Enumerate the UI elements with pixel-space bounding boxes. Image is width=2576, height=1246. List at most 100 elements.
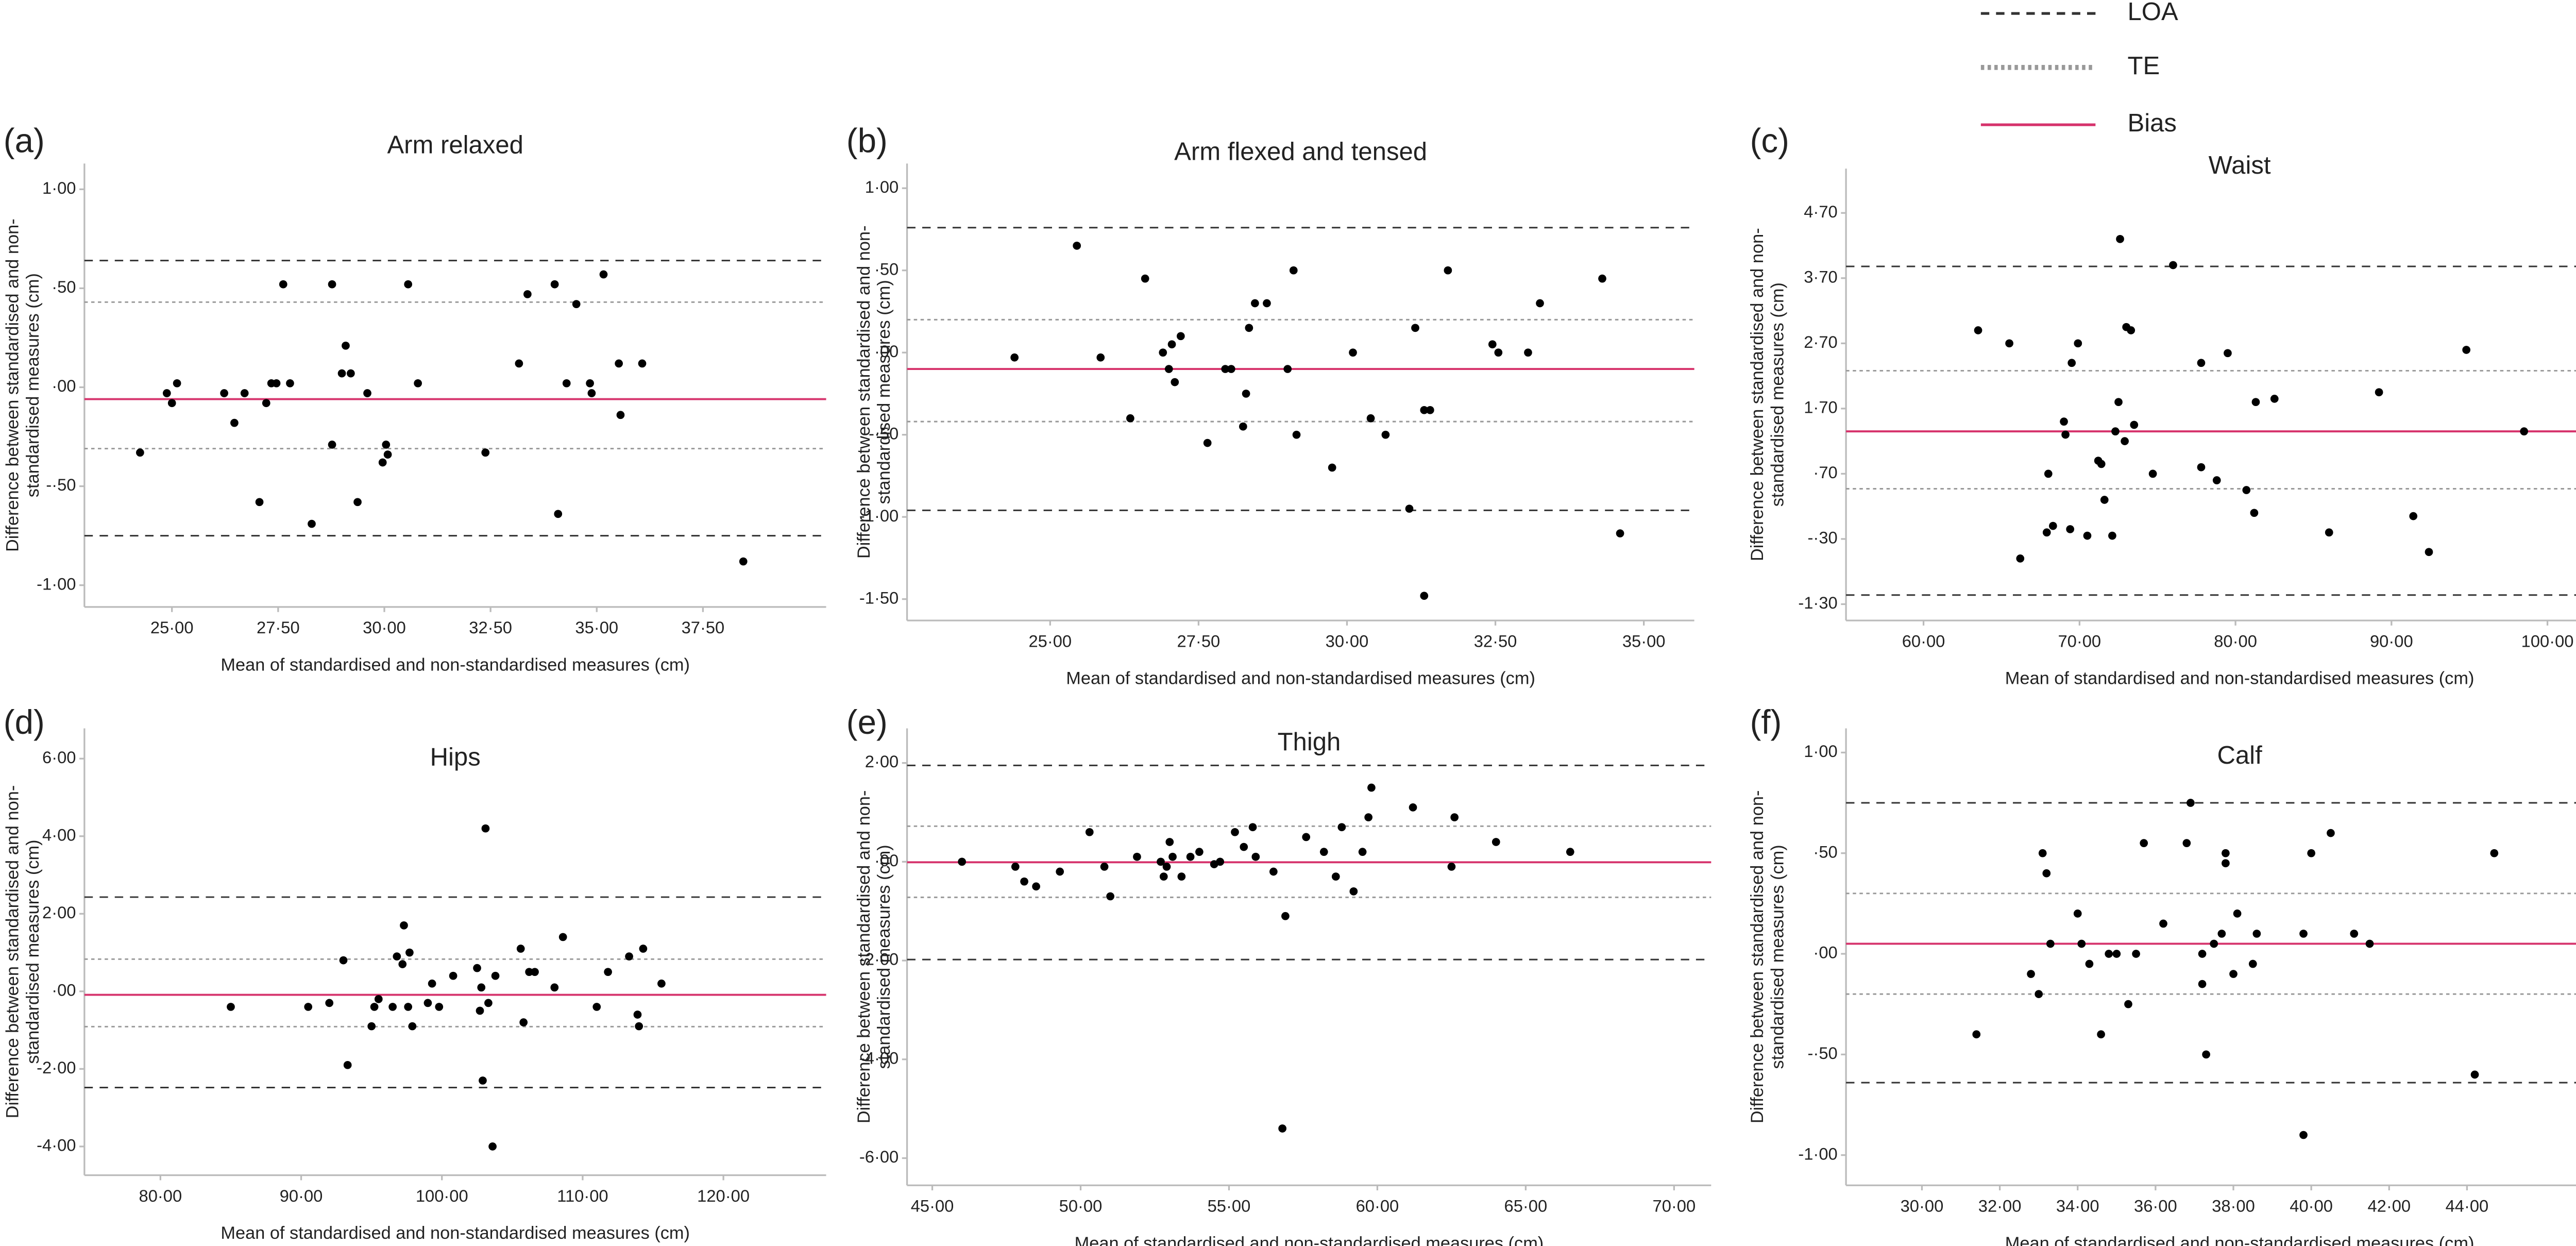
point	[1366, 414, 1375, 423]
y-tick-label: -1·00	[1798, 1144, 1837, 1163]
point	[491, 971, 500, 980]
point	[1349, 348, 1357, 357]
point	[599, 270, 608, 279]
point	[615, 359, 623, 368]
point	[2197, 359, 2206, 367]
x-tick-label: 70·00	[1653, 1196, 1696, 1215]
point	[2140, 839, 2148, 848]
point	[2130, 420, 2139, 429]
point	[2124, 1000, 2132, 1008]
y-tick-label: 1·00	[1804, 742, 1837, 761]
point	[428, 979, 436, 988]
point	[2270, 395, 2279, 403]
y-axis-label: standardised measures (cm)	[23, 839, 43, 1064]
point	[1231, 828, 1239, 836]
panel-letter: (b)	[846, 122, 888, 159]
panel-letter: (a)	[4, 122, 45, 159]
point	[1566, 848, 1574, 856]
point	[1349, 887, 1358, 896]
point	[2121, 437, 2129, 445]
point	[479, 1076, 487, 1085]
point	[525, 968, 533, 976]
point	[476, 1006, 484, 1015]
point	[1133, 852, 1141, 861]
point	[2242, 486, 2251, 494]
point	[2325, 528, 2333, 537]
point	[2038, 849, 2047, 857]
point	[2048, 521, 2057, 530]
point	[408, 1022, 417, 1031]
point	[2112, 950, 2121, 958]
point	[262, 399, 270, 408]
point	[1240, 843, 1248, 851]
panel-title: Arm flexed and tensed	[1174, 138, 1427, 166]
x-tick-label: 42·00	[2367, 1196, 2411, 1215]
point	[1426, 406, 1434, 414]
x-tick-label: 40·00	[2290, 1196, 2333, 1215]
point	[1972, 1030, 1981, 1039]
point	[1011, 863, 1020, 871]
legend-label: LOA	[2128, 0, 2178, 26]
point	[2250, 509, 2259, 517]
point	[1269, 867, 1278, 876]
point	[1974, 326, 1982, 334]
point	[1159, 872, 1168, 881]
panel: (a) Arm relaxed Mean of standardised and n…	[3, 122, 826, 675]
x-axis-label: Mean of standardised and non-standardise…	[1066, 669, 1535, 688]
x-tick-label: 30·00	[1326, 631, 1369, 650]
point	[1221, 365, 1230, 373]
y-axis-label: Difference between standardised and non-	[854, 225, 874, 559]
point	[2077, 939, 2086, 948]
point	[1227, 365, 1235, 373]
point	[342, 341, 350, 350]
panel-title: Thigh	[1278, 728, 1341, 756]
point	[2169, 261, 2177, 270]
point	[633, 1011, 642, 1019]
point	[2100, 496, 2109, 504]
point	[604, 968, 612, 976]
point	[404, 280, 413, 289]
point	[255, 498, 264, 507]
point	[2067, 359, 2076, 367]
x-tick-label: 60·00	[1356, 1196, 1399, 1215]
x-axis-label: Mean of standardised and non-standardise…	[2005, 1234, 2475, 1246]
point	[279, 280, 287, 289]
panel-letter: (f)	[1750, 703, 1782, 741]
point	[227, 1003, 235, 1011]
y-tick-label: ·50	[874, 259, 899, 278]
point	[2350, 930, 2359, 938]
point	[393, 952, 401, 961]
point	[1281, 912, 1290, 920]
point	[328, 441, 336, 449]
point	[1358, 848, 1367, 856]
point	[1141, 274, 1149, 283]
x-tick-label: 120·00	[697, 1186, 750, 1205]
point	[1263, 299, 1271, 308]
y-tick-label: ·00	[874, 342, 899, 361]
y-tick-label: 1·00	[865, 177, 899, 196]
y-axis-label: Difference between standardised and non-	[3, 218, 23, 552]
x-tick-label: 38·00	[2212, 1196, 2255, 1215]
point	[1598, 274, 1606, 283]
point	[325, 999, 334, 1007]
y-tick-label: 3·70	[1804, 267, 1837, 286]
point	[1328, 463, 1336, 472]
point	[414, 379, 422, 388]
point	[308, 519, 316, 528]
point	[363, 389, 371, 397]
y-tick-label: ·00	[1813, 943, 1837, 962]
y-tick-label: ·00	[874, 851, 899, 870]
x-tick-label: 25·00	[150, 618, 194, 637]
point	[162, 389, 171, 397]
x-tick-label: 100·00	[416, 1186, 468, 1205]
point	[1450, 813, 1459, 821]
point	[1278, 1124, 1286, 1133]
point	[2074, 339, 2082, 348]
point	[1167, 340, 1176, 349]
point	[2073, 910, 2082, 918]
point	[173, 379, 181, 388]
point	[2148, 469, 2157, 478]
x-tick-label: 34·00	[2056, 1196, 2099, 1215]
point	[2252, 930, 2261, 938]
point	[484, 999, 493, 1007]
